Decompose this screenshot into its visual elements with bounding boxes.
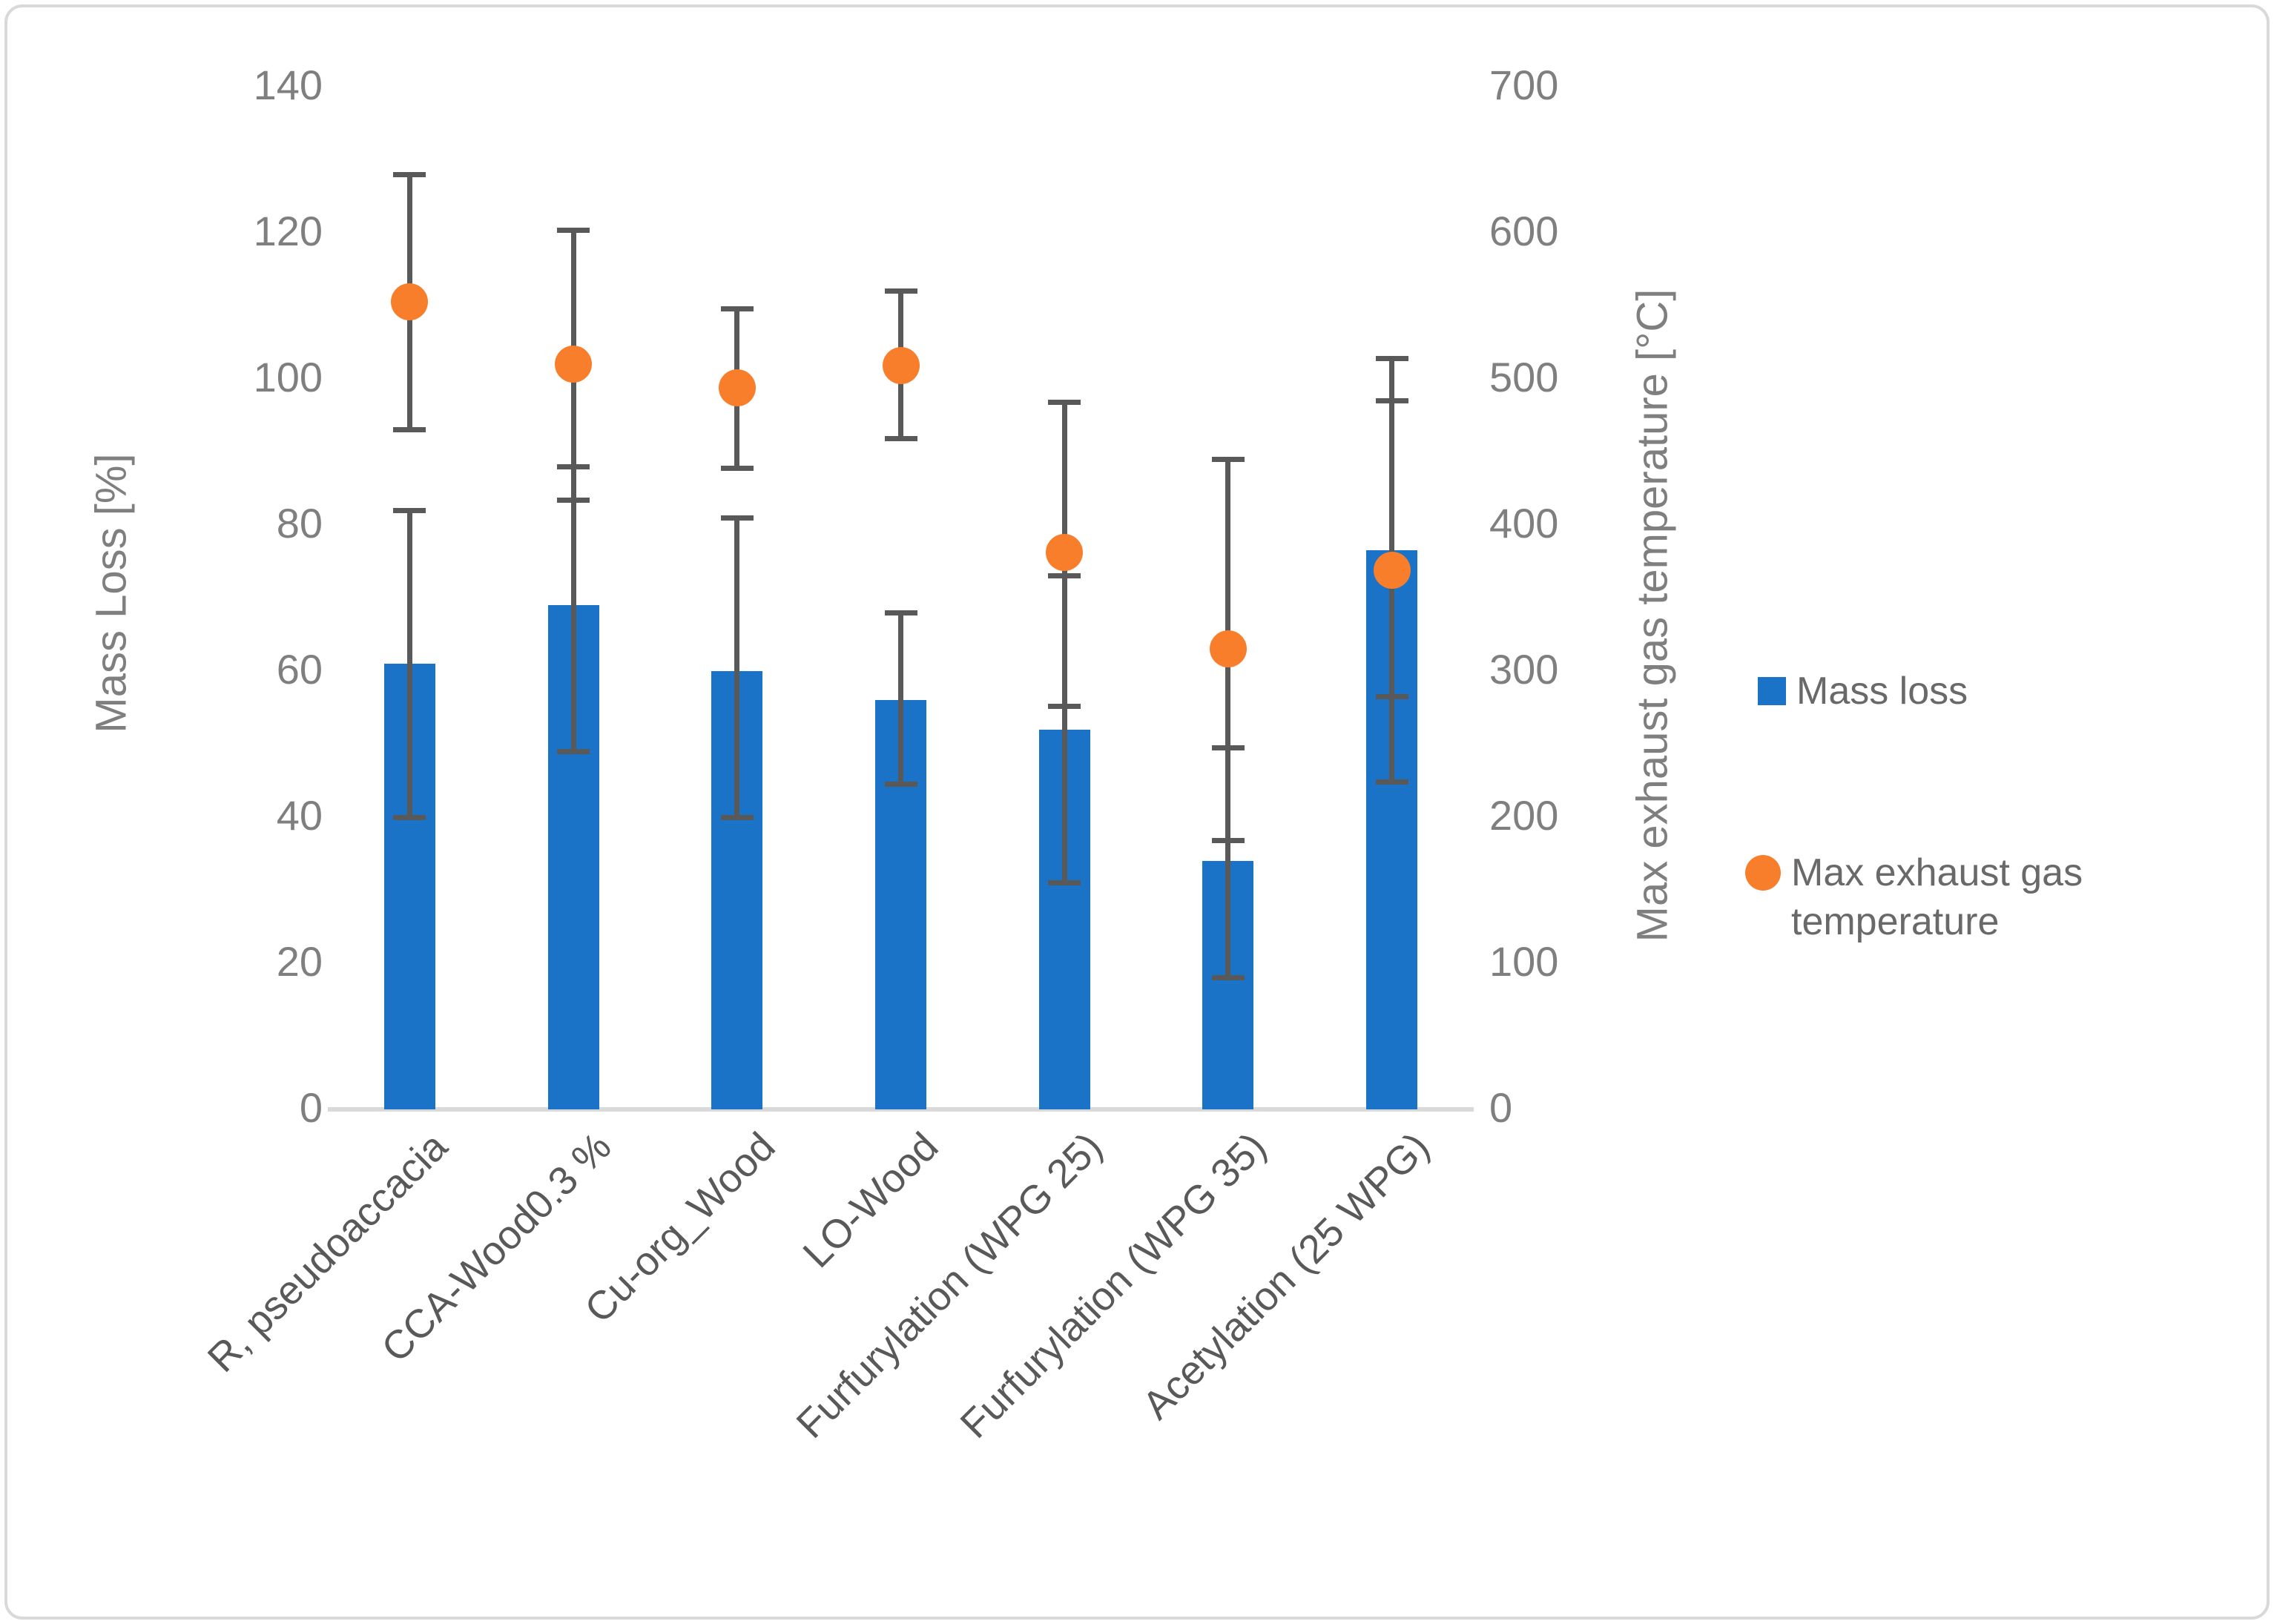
mass-loss-error-cap-top-cu-org-wood xyxy=(720,515,754,521)
temperature-point-cu-org-wood xyxy=(718,369,756,406)
right-axis-tick-label: 700 xyxy=(1489,62,1559,108)
mass-loss-error-cap-top-r-pseudoaccacia xyxy=(393,507,426,513)
left-axis-title: Mass Loss [%] xyxy=(87,453,136,733)
mass-loss-error-bar-cu-org-wood xyxy=(734,518,740,817)
left-axis-tick-label: 60 xyxy=(276,646,323,693)
category-label-lo-wood: LO-Wood xyxy=(794,1124,947,1277)
mass-loss-error-cap-bottom-furfurylation-wpg-25 xyxy=(1048,880,1081,886)
mass-loss-error-cap-top-lo-wood xyxy=(884,610,917,615)
temperature-error-cap-bottom-cca-wood0-3 xyxy=(557,498,590,503)
legend-label-mass-loss: Mass loss xyxy=(1796,670,1968,713)
temperature-error-cap-bottom-furfurylation-wpg-35 xyxy=(1211,838,1245,844)
right-axis-tick-label: 300 xyxy=(1489,646,1559,693)
mass-loss-error-bar-r-pseudoaccacia xyxy=(406,510,412,817)
right-axis-tick-label: 400 xyxy=(1489,500,1559,547)
right-axis-tick-label: 600 xyxy=(1489,208,1559,254)
right-axis-tick-label: 100 xyxy=(1489,938,1559,985)
mass-loss-error-bar-cca-wood0-3 xyxy=(570,466,576,752)
temperature-point-furfurylation-wpg-35 xyxy=(1209,630,1247,668)
legend-item-max-exhaust-gas-temperature: Max exhaust gas temperature xyxy=(1745,848,2192,946)
left-axis-tick-label: 40 xyxy=(276,792,323,839)
legend-label-max-exhaust-gas-temperature: Max exhaust gas temperature xyxy=(1791,851,2083,943)
temperature-error-cap-top-furfurylation-wpg-25 xyxy=(1048,400,1081,406)
temperature-error-cap-top-cu-org-wood xyxy=(720,306,754,311)
temperature-error-cap-top-furfurylation-wpg-35 xyxy=(1211,456,1245,462)
temperature-point-cca-wood0-3 xyxy=(555,346,593,383)
left-axis-tick-label: 20 xyxy=(276,938,323,985)
category-label-furfurylation-wpg-35: Furfurylation (WPG 35) xyxy=(952,1124,1275,1447)
mass-loss-square-swatch xyxy=(1758,677,1786,705)
right-axis-tick-label: 500 xyxy=(1489,354,1559,400)
x-axis-line xyxy=(328,1107,1474,1112)
category-label-acetylation-25-wpg: Acetylation (25 WPG) xyxy=(1134,1124,1439,1428)
mass-loss-error-cap-bottom-r-pseudoaccacia xyxy=(393,814,426,820)
left-axis-tick-label: 100 xyxy=(253,354,323,400)
temperature-point-acetylation-25-wpg xyxy=(1373,552,1411,590)
temperature-error-cap-bottom-furfurylation-wpg-25 xyxy=(1048,703,1081,709)
temperature-error-cap-top-acetylation-25-wpg xyxy=(1375,355,1408,361)
mass-loss-error-cap-bottom-cca-wood0-3 xyxy=(557,748,590,754)
temperature-error-cap-top-r-pseudoaccacia xyxy=(393,171,426,177)
mass-loss-error-bar-lo-wood xyxy=(898,613,903,785)
right-axis-title: Max exhaust gas temperature [°C] xyxy=(1628,288,1677,943)
left-axis-tick-label: 80 xyxy=(276,500,323,547)
temperature-error-cap-bottom-lo-wood xyxy=(884,436,917,442)
mass-loss-error-bar-furfurylation-wpg-25 xyxy=(1061,575,1067,883)
temperature-point-furfurylation-wpg-25 xyxy=(1046,534,1084,572)
temperature-error-cap-bottom-r-pseudoaccacia xyxy=(393,427,426,433)
mass-loss-error-cap-bottom-furfurylation-wpg-35 xyxy=(1211,975,1245,981)
temperature-error-cap-bottom-cu-org-wood xyxy=(720,465,754,471)
temperature-error-cap-bottom-acetylation-25-wpg xyxy=(1375,779,1408,785)
mass-loss-error-cap-bottom-lo-wood xyxy=(884,782,917,788)
category-label-furfurylation-wpg-25: Furfurylation (WPG 25) xyxy=(788,1124,1111,1447)
temperature-error-cap-top-lo-wood xyxy=(884,288,917,294)
right-axis-tick-label: 0 xyxy=(1489,1084,1513,1131)
temperature-point-r-pseudoaccacia xyxy=(391,283,429,320)
mass-loss-error-cap-bottom-cu-org-wood xyxy=(720,814,754,820)
legend-item-mass-loss: Mass loss xyxy=(1758,667,2197,716)
left-axis-tick-label: 0 xyxy=(299,1084,323,1131)
left-axis-tick-label: 120 xyxy=(253,208,323,254)
mass-loss-error-bar-furfurylation-wpg-35 xyxy=(1225,747,1231,978)
chart-border xyxy=(4,4,2270,1620)
temperature-error-cap-top-cca-wood0-3 xyxy=(557,227,590,233)
temperature-point-lo-wood xyxy=(882,347,920,385)
left-axis-tick-label: 140 xyxy=(253,62,323,108)
max-exhaust-gas-temperature-circle-swatch xyxy=(1745,855,1781,891)
right-axis-tick-label: 200 xyxy=(1489,792,1559,839)
